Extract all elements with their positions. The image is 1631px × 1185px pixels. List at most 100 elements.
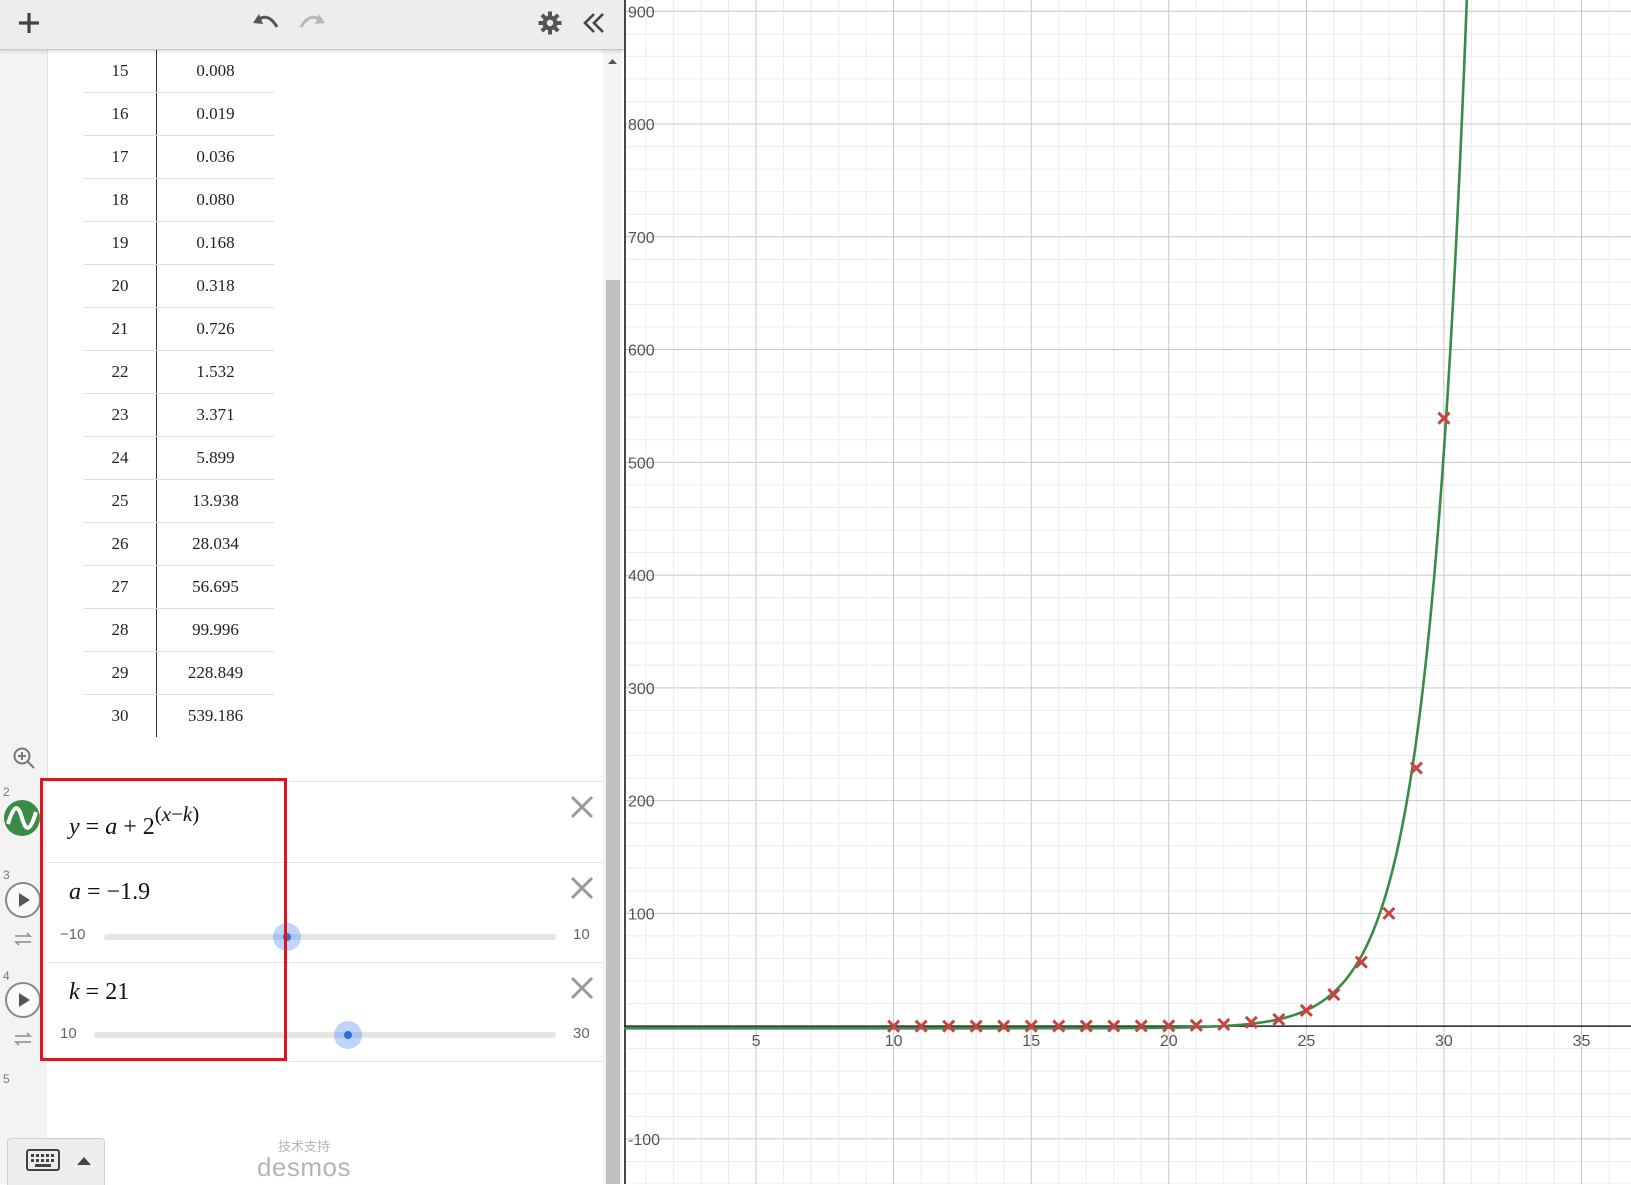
curve-equation[interactable]: y = a + 2(x−k) <box>69 802 199 841</box>
table-cell-x[interactable]: 24 <box>84 437 157 479</box>
table-cell-x[interactable]: 20 <box>84 265 157 307</box>
zoom-fit-button[interactable] <box>12 746 36 775</box>
table-row[interactable]: 26 28.034 <box>84 523 274 566</box>
table-cell-x[interactable]: 27 <box>84 566 157 608</box>
data-point[interactable] <box>1079 1019 1093 1033</box>
table-row[interactable]: 29 228.849 <box>84 652 274 695</box>
table-cell-y[interactable]: 5.899 <box>196 448 235 467</box>
table-cell-y[interactable]: 0.726 <box>196 319 235 338</box>
slider-track[interactable] <box>94 1032 556 1038</box>
slider-max-label[interactable]: 30 <box>573 1025 590 1042</box>
table-cell-x[interactable]: 28 <box>84 609 157 651</box>
table-cell-y[interactable]: 0.019 <box>196 104 235 123</box>
data-point[interactable] <box>1382 906 1396 920</box>
data-point[interactable] <box>1134 1019 1148 1033</box>
keyboard-toggle-button[interactable] <box>7 1138 105 1185</box>
data-point[interactable] <box>1107 1019 1121 1033</box>
data-point[interactable] <box>1354 955 1368 969</box>
table-cell-y[interactable]: 228.849 <box>187 663 244 682</box>
data-point[interactable] <box>1189 1018 1203 1032</box>
expression-scrollbar[interactable] <box>603 50 622 1184</box>
table-cell-x[interactable]: 25 <box>84 480 157 522</box>
table-row[interactable]: 30 539.186 <box>84 695 274 737</box>
powered-by-desmos[interactable]: 技术支持 desmos <box>250 1140 358 1181</box>
data-point[interactable] <box>1409 761 1423 775</box>
data-point[interactable] <box>1052 1019 1066 1033</box>
table-row[interactable]: 17 0.036 <box>84 136 274 179</box>
scrollbar-thumb[interactable] <box>606 280 620 1184</box>
table-cell-y[interactable]: 0.036 <box>196 147 235 166</box>
loop-mode-button[interactable] <box>12 1030 34 1048</box>
undo-button[interactable] <box>248 6 284 40</box>
table-row[interactable]: 15 0.008 <box>84 50 274 93</box>
table-cell-y[interactable]: 0.008 <box>196 61 235 80</box>
slider-min-label[interactable]: −10 <box>60 926 86 943</box>
table-row[interactable]: 16 0.019 <box>84 93 274 136</box>
table-cell-y[interactable]: 0.168 <box>196 233 235 252</box>
data-point[interactable] <box>914 1019 928 1033</box>
data-point[interactable] <box>1244 1015 1258 1029</box>
table-cell-y[interactable]: 13.938 <box>192 491 239 510</box>
table-cell-x[interactable]: 26 <box>84 523 157 565</box>
slider-handle[interactable] <box>273 923 302 951</box>
table-cell-x[interactable]: 17 <box>84 136 157 178</box>
data-point[interactable] <box>1272 1012 1286 1027</box>
table-row[interactable]: 18 0.080 <box>84 179 274 222</box>
data-point[interactable] <box>887 1019 901 1033</box>
table-cell-y[interactable]: 28.034 <box>192 534 239 553</box>
slider-handle[interactable] <box>334 1021 363 1049</box>
play-slider-button[interactable] <box>5 882 41 918</box>
loop-mode-button[interactable] <box>12 930 34 948</box>
table-cell-x[interactable]: 22 <box>84 351 157 393</box>
delete-expression-button[interactable] <box>569 794 595 820</box>
table-cell-y[interactable]: 1.532 <box>196 362 235 381</box>
table-cell-x[interactable]: 30 <box>84 695 157 737</box>
data-point[interactable] <box>1024 1019 1038 1033</box>
slider-track[interactable] <box>104 934 556 940</box>
table-cell-y[interactable]: 0.318 <box>196 276 235 295</box>
table-row[interactable]: 24 5.899 <box>84 437 274 480</box>
table-cell-x[interactable]: 29 <box>84 652 157 694</box>
play-slider-button[interactable] <box>5 982 41 1018</box>
delete-expression-button[interactable] <box>569 975 595 1001</box>
redo-button[interactable] <box>294 6 330 40</box>
table-cell-y[interactable]: 3.371 <box>196 405 235 424</box>
table-row[interactable]: 20 0.318 <box>84 265 274 308</box>
delete-expression-button[interactable] <box>569 875 595 901</box>
graph-canvas[interactable]: 5 10 15 20 25 30 35 -100 100 200 300 400 500 600 700 80… <box>624 0 1631 1184</box>
settings-button[interactable] <box>532 6 568 40</box>
data-point[interactable] <box>969 1019 983 1033</box>
add-item-button[interactable] <box>11 6 47 40</box>
data-point[interactable] <box>1162 1019 1176 1033</box>
slider-a-definition[interactable]: a = −1.9 <box>69 879 150 906</box>
data-point[interactable] <box>1299 1003 1313 1017</box>
expression-item-empty[interactable]: 5 <box>3 1061 603 1142</box>
table-cell-y[interactable]: 99.996 <box>192 620 239 639</box>
curve-y-equals-a-plus-2-pow-x-minus-k[interactable] <box>624 0 1469 1030</box>
table-row[interactable]: 19 0.168 <box>84 222 274 265</box>
slider-min-label[interactable]: 10 <box>60 1025 77 1042</box>
data-point[interactable] <box>1217 1017 1231 1031</box>
table-cell-x[interactable]: 18 <box>84 179 157 221</box>
expression-item-slider-a[interactable]: 3 a = −1.9 −10 10 <box>3 862 603 963</box>
table-row[interactable]: 27 56.695 <box>84 566 274 609</box>
data-point[interactable] <box>997 1019 1011 1033</box>
table-cell-y[interactable]: 0.080 <box>196 190 235 209</box>
table-cell-x[interactable]: 19 <box>84 222 157 264</box>
table-row[interactable]: 25 13.938 <box>84 480 274 523</box>
slider-max-label[interactable]: 10 <box>573 926 590 943</box>
expression-item-slider-k[interactable]: 4 k = 21 10 30 <box>3 962 603 1062</box>
data-point[interactable] <box>1437 411 1451 425</box>
table-cell-x[interactable]: 15 <box>84 50 157 92</box>
data-point[interactable] <box>1327 987 1341 1002</box>
table-row[interactable]: 21 0.726 <box>84 308 274 351</box>
table-cell-y[interactable]: 539.186 <box>187 706 244 725</box>
table-row[interactable]: 23 3.371 <box>84 394 274 437</box>
collapse-panel-button[interactable] <box>576 6 612 40</box>
table-cell-y[interactable]: 56.695 <box>192 577 239 596</box>
table-cell-x[interactable]: 23 <box>84 394 157 436</box>
expression-item-curve[interactable]: 2 y = a + 2(x−k) <box>3 781 603 863</box>
slider-k-definition[interactable]: k = 21 <box>69 979 129 1006</box>
table-row[interactable]: 28 99.996 <box>84 609 274 652</box>
data-point[interactable] <box>942 1019 956 1033</box>
